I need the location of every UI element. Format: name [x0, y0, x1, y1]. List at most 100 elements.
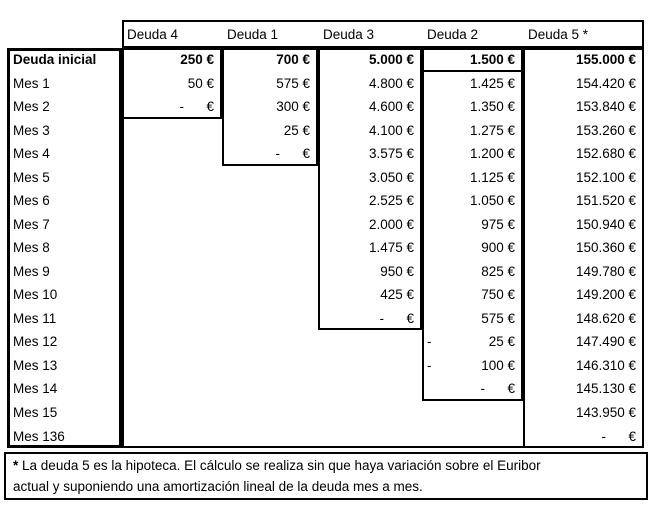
value-cell: 900 € [422, 240, 523, 255]
value-cell: 148.620 € [523, 311, 644, 326]
value-cell: 250 € [122, 52, 222, 67]
cell-value-text: 148.620 € [575, 310, 636, 326]
row-label: Mes 15 [13, 404, 58, 420]
column-header-deuda5: Deuda 5 * [528, 26, 589, 42]
table-row: Mes 1 50 € 575 € 4.800 € 1.425 € 154.420 € [7, 72, 644, 96]
cell-value-text: 1.350 € [469, 99, 515, 115]
value-cell: 4.600 € [318, 99, 422, 114]
value-cell: 147.490 € [523, 334, 644, 349]
value-cell: 145.130 € [523, 381, 644, 396]
footnote-line-1: * La deuda 5 es la hipoteca. El cálculo … [13, 456, 639, 477]
row-label: Mes 6 [13, 193, 50, 209]
table-row: Mes 4 - € 3.575 € 1.200 € 152.680 € [7, 142, 644, 166]
row-label: Mes 3 [13, 122, 50, 138]
cell-value-text: 1.200 € [469, 146, 515, 162]
cell-value-text: 155.000 € [575, 52, 636, 68]
value-cell: 975 € [422, 217, 523, 232]
value-cell: 1.200 € [422, 146, 523, 161]
value-cell: 146.310 € [523, 358, 644, 373]
value-cell: 300 € [222, 99, 318, 114]
row-label: Mes 2 [13, 99, 50, 115]
value-cell: 425 € [318, 287, 422, 302]
cell-value-text: 1.275 € [469, 122, 515, 138]
cell-value-text: 4.800 € [368, 75, 414, 91]
negative-sign: - [427, 357, 432, 373]
cell-value-text: 1.125 € [469, 169, 515, 185]
row-label: Mes 1 [13, 75, 50, 91]
value-cell: - € [222, 146, 318, 161]
cell-value-text: 750 € [481, 287, 515, 303]
cell-value-text: - € [379, 310, 414, 326]
value-cell: 4.800 € [318, 76, 422, 91]
row-label: Deuda inicial [13, 52, 97, 68]
table-row: Mes 8 1.475 € 900 € 150.360 € [7, 236, 644, 260]
value-cell: 151.520 € [523, 193, 644, 208]
table-row: Mes 9 950 € 825 € 149.780 € [7, 260, 644, 284]
value-cell: 150.940 € [523, 217, 644, 232]
table-row: Mes 3 25 € 4.100 € 1.275 € 153.260 € [7, 119, 644, 143]
row-label: Mes 12 [13, 334, 58, 350]
column-header-deuda1: Deuda 1 [227, 26, 279, 42]
cell-value-text: 100 € [481, 357, 515, 373]
cell-value-text: - € [601, 428, 636, 444]
value-cell: 155.000 € [523, 52, 644, 67]
row-label: Mes 5 [13, 169, 50, 185]
value-cell: - € [318, 311, 422, 326]
value-cell: 1.125 € [422, 170, 523, 185]
table-row: Mes 13 - 100 € 146.310 € [7, 354, 644, 378]
value-cell: - 25 € [422, 334, 523, 349]
cell-value-text: - € [275, 146, 310, 162]
footnote-text-2: actual y suponiendo una amortización lin… [13, 478, 423, 494]
cell-value-text: 425 € [380, 287, 414, 303]
value-cell: 1.475 € [318, 240, 422, 255]
value-cell: 153.840 € [523, 99, 644, 114]
value-cell: 2.000 € [318, 217, 422, 232]
cell-value-text: 150.360 € [575, 240, 636, 256]
cell-value-text: 2.000 € [368, 216, 414, 232]
value-cell: 50 € [122, 76, 222, 91]
cell-value-text: 950 € [380, 263, 414, 279]
row-label: Mes 8 [13, 240, 50, 256]
value-cell: 700 € [222, 52, 318, 67]
value-cell: - € [122, 99, 222, 114]
value-cell: 153.260 € [523, 123, 644, 138]
value-cell: 950 € [318, 264, 422, 279]
column-headers: Deuda 4 Deuda 1 Deuda 3 Deuda 2 Deuda 5 … [122, 20, 644, 48]
cell-value-text: 149.200 € [575, 287, 636, 303]
value-cell: 1.350 € [422, 99, 523, 114]
cell-value-text: 1.425 € [469, 75, 515, 91]
value-cell: 1.275 € [422, 123, 523, 138]
value-cell: - € [523, 429, 644, 444]
value-cell: 575 € [222, 76, 318, 91]
row-label: Mes 14 [13, 381, 58, 397]
cell-value-text: 153.260 € [575, 122, 636, 138]
table-row: Mes 2 - € 300 € 4.600 € 1.350 € 153.840 € [7, 95, 644, 119]
value-cell: 25 € [222, 123, 318, 138]
cell-value-text: 153.840 € [575, 99, 636, 115]
cell-value-text: 250 € [180, 52, 214, 68]
cell-value-text: 147.490 € [575, 334, 636, 350]
value-cell: 143.950 € [523, 405, 644, 420]
cell-value-text: 143.950 € [575, 404, 636, 420]
negative-sign: - [427, 334, 432, 350]
table-row: Mes 136 - € [7, 424, 644, 448]
value-cell: - € [422, 381, 523, 396]
value-cell: 149.200 € [523, 287, 644, 302]
table-row: Mes 6 2.525 € 1.050 € 151.520 € [7, 189, 644, 213]
value-cell: 1.050 € [422, 193, 523, 208]
cell-value-text: 151.520 € [575, 193, 636, 209]
row-label: Mes 13 [13, 357, 58, 373]
cell-value-text: 25 € [283, 122, 310, 138]
value-cell: 152.100 € [523, 170, 644, 185]
column-header-deuda4: Deuda 4 [127, 26, 179, 42]
value-cell: 3.575 € [318, 146, 422, 161]
cell-value-text: 575 € [276, 75, 310, 91]
cell-value-text: 1.475 € [368, 240, 414, 256]
cell-value-text: 146.310 € [575, 357, 636, 373]
cell-value-text: 5.000 € [368, 52, 414, 68]
cell-value-text: 975 € [481, 216, 515, 232]
value-cell: 150.360 € [523, 240, 644, 255]
row-label: Mes 10 [13, 287, 58, 303]
cell-value-text: 152.100 € [575, 169, 636, 185]
